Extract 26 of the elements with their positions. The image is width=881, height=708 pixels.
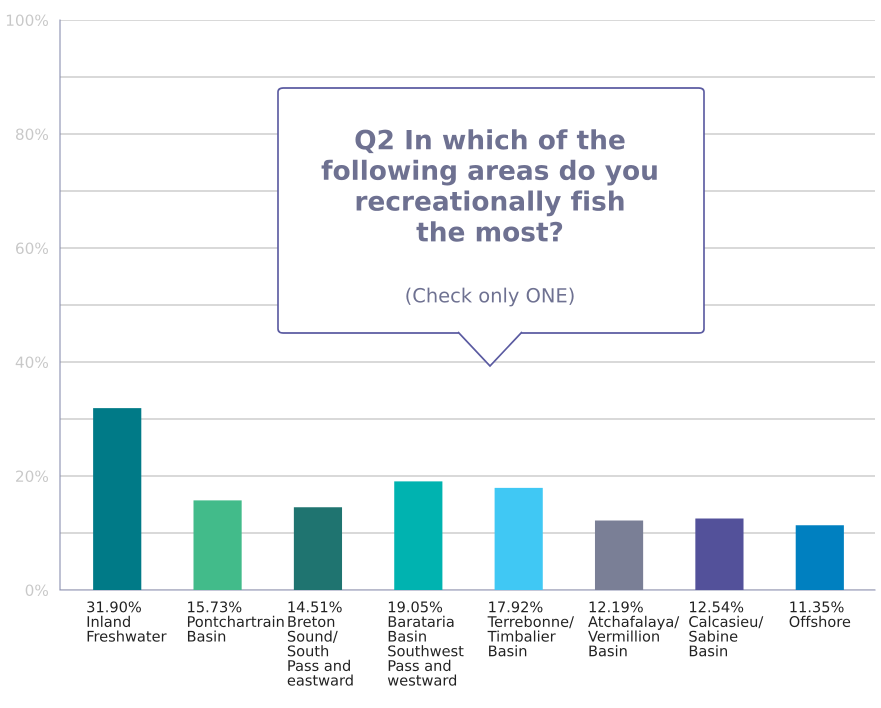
bar [93, 408, 142, 590]
bar [394, 481, 442, 590]
bar [294, 507, 342, 590]
x-tick-label: Atchafalaya/ Vermillion Basin [588, 616, 680, 656]
bar [494, 488, 543, 590]
x-tick-label: Breton Sound/ South Pass and eastward [288, 616, 353, 686]
x-tick-label: Pontchartrain Basin [188, 616, 284, 642]
data-label: 15.73% [188, 601, 242, 612]
text: (Check only ONE) [406, 288, 574, 306]
data-label: 11.35% [790, 601, 844, 612]
bar [594, 520, 644, 590]
x-tick-label: Calcasieu/ Sabine Basin [689, 616, 764, 656]
bar [796, 525, 844, 590]
data-label: 17.92% [489, 601, 542, 612]
data-label: 12.54% [690, 601, 744, 612]
text: Q2 In which of the following areas do you recreationally fish the most? [322, 129, 657, 242]
data-label: 12.19% [590, 601, 643, 612]
bar [695, 518, 744, 590]
x-tick-label: Terrebonne/ Timbalier Basin [488, 616, 574, 656]
x-tick-label: Offshore [790, 616, 850, 628]
x-tick-label: Inland Freshwater [88, 616, 167, 642]
data-label: 19.05% [388, 601, 442, 612]
data-label: 31.90% [87, 601, 141, 612]
bar [193, 500, 242, 590]
data-label: 14.51% [288, 601, 342, 612]
x-tick-label: Barataria Basin Southwest Pass and westward [388, 616, 464, 686]
